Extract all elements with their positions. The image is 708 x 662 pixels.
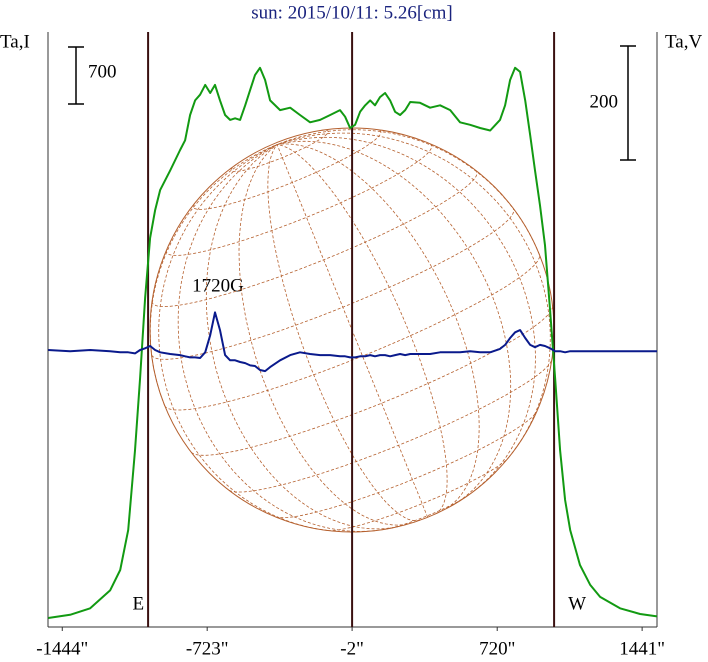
disk-grid-line (228, 359, 553, 493)
disk-grid-line (192, 129, 382, 210)
disk-grid-line (277, 144, 448, 515)
disk-grid-line (230, 129, 329, 172)
disk-grid-line (277, 143, 480, 509)
disk-grid-line (205, 144, 400, 530)
disk-grid-line (267, 144, 421, 522)
disk-grid-line (177, 144, 375, 532)
y2-axis-label: Ta,V (665, 31, 702, 52)
scale-bar-label: 700 (88, 61, 117, 82)
disk-grid-line (275, 410, 538, 519)
series-line (48, 66, 658, 619)
y-axis-label: Ta,I (0, 31, 30, 52)
disk-grid-line (191, 306, 553, 456)
limb-label: W (568, 593, 586, 614)
disk-grid-line (277, 140, 512, 505)
scale-bar (620, 45, 636, 161)
scale-bar (68, 46, 84, 105)
x-tick-label: 720" (479, 638, 515, 659)
disk-grid-line (151, 170, 478, 308)
disk-grid-line (276, 144, 429, 518)
x-tick-label: 1441" (619, 638, 665, 659)
series-line (48, 311, 657, 373)
annotation: 1720G (192, 275, 244, 296)
chart-title: sun: 2015/10/11: 5.26[cm] (251, 2, 452, 23)
disk-grid-line (151, 208, 515, 360)
limb-label: E (132, 593, 144, 614)
disk-grid-line (327, 457, 510, 531)
x-tick-label: -723" (186, 638, 229, 659)
x-tick-label: -2" (340, 638, 364, 659)
x-tick-label: -1444" (36, 638, 88, 659)
scale-bar-label: 200 (590, 91, 619, 112)
